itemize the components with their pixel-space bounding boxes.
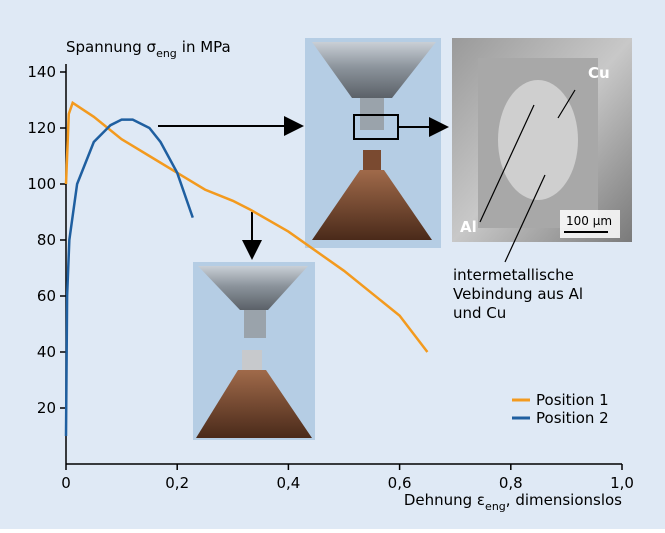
legend-label: Position 2 [536,409,609,427]
y-tick-label: 20 [37,399,56,417]
x-tick-label: 0,6 [388,474,412,492]
y-tick-label: 60 [37,287,56,305]
y-tick-label: 80 [37,231,56,249]
label-al: Al [460,218,477,236]
y-tick-label: 120 [27,119,56,137]
x-tick-label: 0,4 [276,474,300,492]
photo-bottom [193,262,315,440]
x-tick-label: 0,2 [165,474,189,492]
chart: Spannung σengin MPa Dehnung εeng, dimens… [0,0,665,529]
x-tick-label: 0,8 [499,474,523,492]
x-tick-label: 1,0 [610,474,634,492]
photo-top [305,38,441,248]
x-tick-label: 0 [61,474,71,492]
y-tick-label: 40 [37,343,56,361]
scale-label: 100 µm [566,214,612,228]
y-tick-label: 140 [27,63,56,81]
y-tick-label: 100 [27,175,56,193]
label-cu: Cu [588,64,610,82]
legend-label: Position 1 [536,391,609,409]
